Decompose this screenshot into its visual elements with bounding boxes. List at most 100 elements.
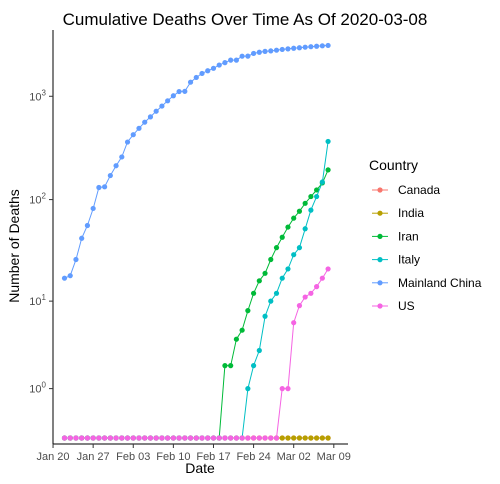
legend-item-iran: Iran [372, 229, 419, 243]
data-point-us [296, 303, 303, 309]
data-point-india [279, 435, 285, 441]
data-point-us [193, 435, 199, 441]
data-point-mainland-china [233, 57, 239, 63]
data-point-us [84, 435, 91, 441]
data-point-india [314, 435, 320, 441]
data-point-mainland-china [205, 68, 211, 74]
legend-item-us: US [372, 299, 415, 313]
data-point-us [273, 435, 280, 441]
data-point-mainland-china [239, 53, 245, 59]
y-tick-label: 103 [29, 88, 46, 103]
legend-key-point [377, 257, 383, 263]
data-point-india [302, 435, 308, 441]
data-point-mainland-china [159, 103, 165, 109]
data-point-mainland-china [210, 65, 217, 71]
chart-title: Cumulative Deaths Over Time As Of 2020-0… [63, 10, 428, 29]
y-tick-exponent: 2 [42, 192, 47, 201]
data-point-us [96, 435, 102, 441]
data-point-mainland-china [245, 53, 251, 59]
series-italy [61, 138, 331, 441]
data-point-mainland-china [153, 108, 159, 114]
data-point-us [314, 284, 320, 290]
x-tick-label: Feb 10 [156, 451, 190, 463]
data-point-mainland-china [170, 93, 176, 99]
x-tick-label: Jan 20 [37, 451, 70, 463]
series-line-us [64, 268, 329, 439]
x-tick-label: Feb 24 [236, 451, 270, 463]
data-point-mainland-china [250, 50, 257, 57]
data-point-mainland-china [61, 275, 68, 281]
data-point-us [325, 266, 331, 272]
data-point-us [113, 435, 119, 441]
data-point-us [159, 435, 165, 441]
data-point-italy [250, 363, 257, 369]
series-layer [61, 42, 331, 441]
data-point-iran [250, 290, 257, 296]
data-point-india [285, 435, 291, 441]
data-point-mainland-china [113, 163, 119, 169]
data-point-mainland-china [79, 235, 85, 241]
y-tick-base: 10 [29, 384, 41, 396]
data-point-mainland-china [67, 273, 73, 279]
data-point-iran [279, 234, 285, 240]
data-point-mainland-china [262, 48, 268, 54]
legend-label: Italy [398, 253, 420, 267]
data-point-us [90, 435, 96, 441]
data-point-italy [314, 193, 320, 200]
data-point-mainland-china [102, 184, 108, 190]
data-point-italy [245, 386, 251, 392]
data-point-us [268, 435, 274, 441]
data-point-iran [262, 270, 268, 276]
data-point-us [107, 435, 113, 441]
data-point-iran [308, 193, 314, 200]
data-point-mainland-china [319, 43, 325, 49]
data-point-iran [273, 245, 280, 251]
data-point-us [124, 435, 131, 441]
data-point-mainland-china [256, 49, 262, 55]
legend-key-point [377, 303, 383, 309]
data-point-mainland-china [176, 88, 182, 95]
x-tick-label: Feb 03 [116, 451, 150, 463]
data-point-us [222, 435, 228, 441]
data-point-mainland-china [228, 57, 234, 63]
y-tick-base: 10 [29, 296, 41, 308]
data-point-india [296, 435, 303, 441]
legend-label: Canada [398, 183, 440, 197]
data-point-mainland-china [182, 88, 188, 94]
data-point-mainland-china [285, 46, 291, 52]
data-point-mainland-china [291, 45, 297, 51]
data-point-us [147, 435, 154, 441]
data-point-mainland-china [187, 79, 194, 85]
data-point-mainland-china [147, 114, 154, 120]
data-point-mainland-china [302, 44, 308, 50]
data-point-us [136, 435, 142, 441]
data-point-italy [325, 138, 331, 145]
legend-label: US [398, 299, 415, 313]
y-tick-base: 10 [29, 195, 41, 207]
data-point-mainland-china [216, 62, 222, 68]
data-point-italy [256, 347, 262, 354]
data-point-mainland-china [73, 256, 79, 263]
data-point-us [216, 435, 222, 441]
legend-item-india: India [372, 206, 424, 220]
data-point-us [285, 386, 291, 392]
y-axis-label: Number of Deaths [6, 189, 22, 303]
data-point-mainland-china [279, 46, 285, 53]
y-tick-exponent: 3 [42, 88, 47, 97]
data-point-mainland-china [325, 42, 331, 49]
data-point-mainland-china [268, 48, 274, 54]
series-iran [61, 167, 331, 441]
data-point-italy [285, 266, 291, 272]
data-point-mainland-china [119, 154, 125, 160]
y-tick-exponent: 1 [42, 293, 47, 302]
series-line-mainland-china [64, 44, 329, 279]
series-us [61, 266, 331, 441]
legend-key-point [377, 210, 383, 216]
x-axis-ticks: Jan 20 Jan 27 Feb 03 Feb 10 Feb 17 Feb 24 Mar … [37, 444, 351, 463]
data-point-mainland-china [142, 119, 148, 125]
data-point-us [250, 435, 257, 441]
data-point-us [228, 435, 234, 441]
data-point-mainland-china [193, 74, 199, 81]
